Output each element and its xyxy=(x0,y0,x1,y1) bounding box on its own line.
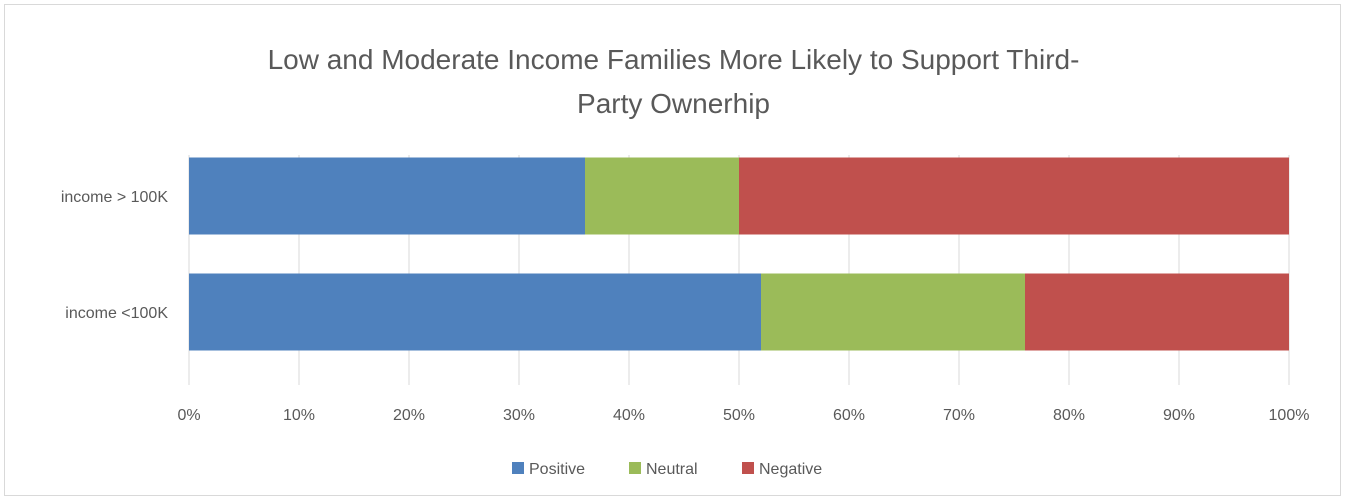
x-tick-label: 90% xyxy=(1163,407,1195,424)
bar-neutral-1 xyxy=(761,273,1025,351)
category-label: income <100K xyxy=(65,305,168,322)
bar-positive-0 xyxy=(189,157,585,235)
chart-title-line-2: Party Ownerhip xyxy=(577,88,770,119)
category-labels: income > 100K income <100K xyxy=(61,189,169,322)
bar-negative-0 xyxy=(739,157,1289,235)
x-tick-label: 20% xyxy=(393,407,425,424)
legend-swatch-negative xyxy=(742,462,754,474)
legend-swatch-neutral xyxy=(629,462,641,474)
legend: Positive Neutral Negative xyxy=(512,461,822,478)
chart-frame xyxy=(4,4,1341,496)
x-tick-label: 10% xyxy=(283,407,315,424)
x-tick-label: 50% xyxy=(723,407,755,424)
x-tick-label: 30% xyxy=(503,407,535,424)
bar-positive-1 xyxy=(189,273,761,351)
x-tick-label: 100% xyxy=(1269,407,1310,424)
legend-label-neutral: Neutral xyxy=(646,461,698,478)
x-tick-label: 40% xyxy=(613,407,645,424)
x-tick-labels: 0% 10% 20% 30% 40% 50% 60% 70% 80% 90% 100% xyxy=(177,407,1309,424)
x-tick-label: 60% xyxy=(833,407,865,424)
chart-title-line-1: Low and Moderate Income Families More Li… xyxy=(267,44,1080,75)
category-label: income > 100K xyxy=(61,189,169,206)
legend-swatch-positive xyxy=(512,462,524,474)
x-tick-label: 0% xyxy=(177,407,200,424)
bar-negative-1 xyxy=(1025,273,1289,351)
legend-label-positive: Positive xyxy=(529,461,585,478)
x-tick-label: 70% xyxy=(943,407,975,424)
legend-label-negative: Negative xyxy=(759,461,822,478)
bar-neutral-0 xyxy=(585,157,739,235)
bars xyxy=(189,157,1289,351)
x-tick-label: 80% xyxy=(1053,407,1085,424)
chart-title: Low and Moderate Income Families More Li… xyxy=(0,38,1347,126)
